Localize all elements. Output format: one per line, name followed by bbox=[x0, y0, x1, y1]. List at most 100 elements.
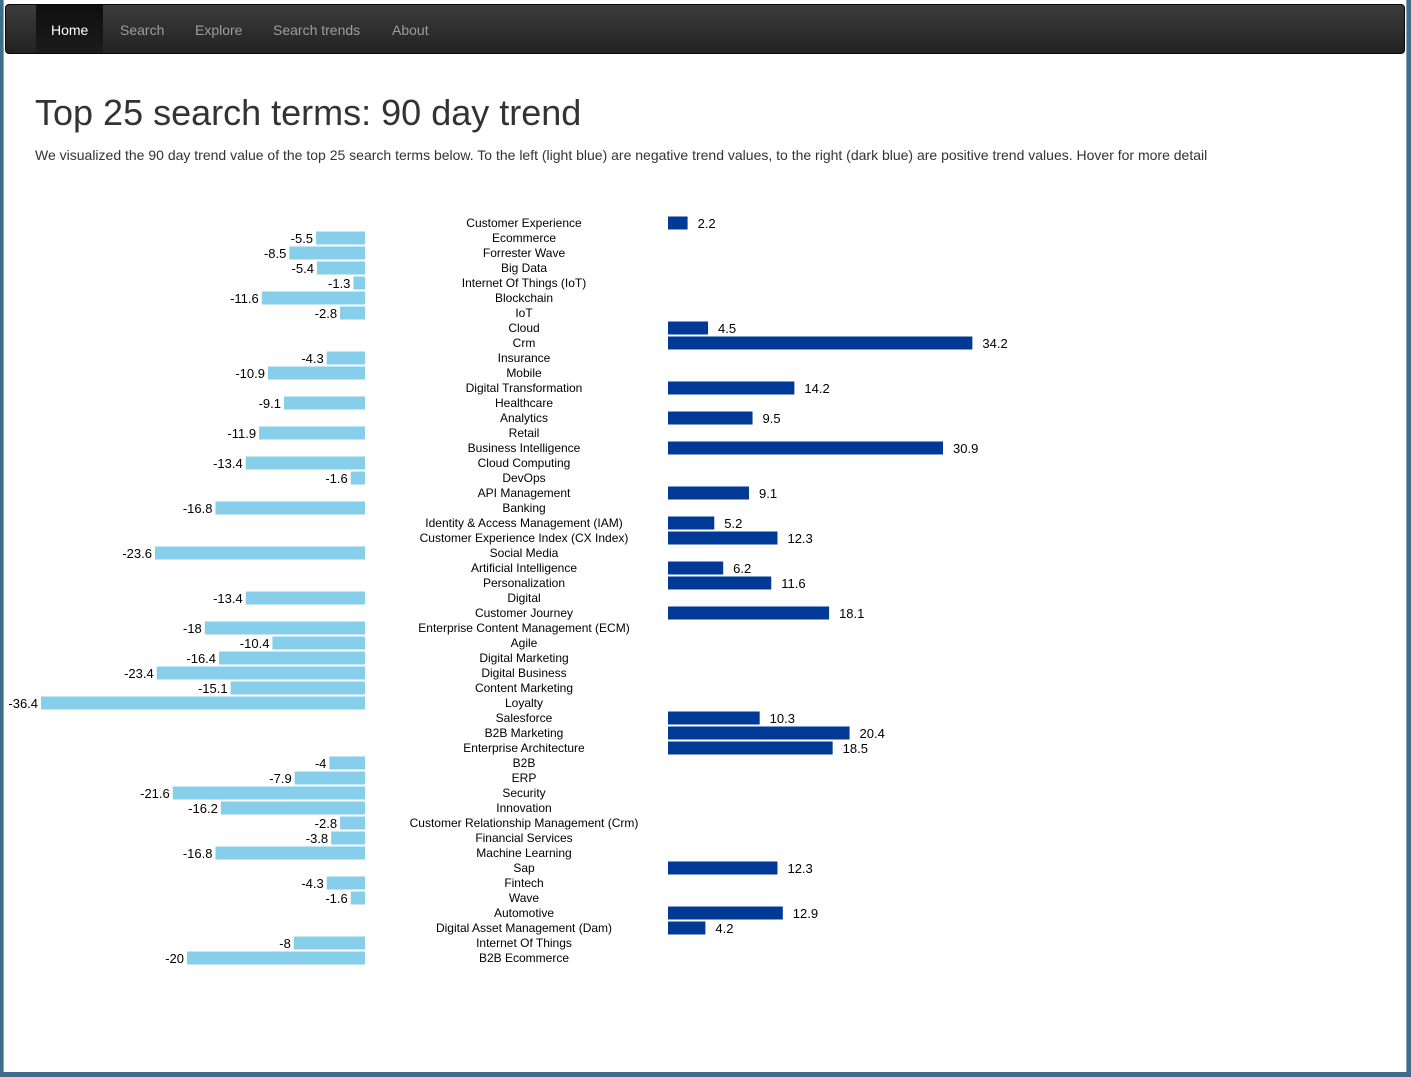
negative-bar[interactable] bbox=[353, 276, 365, 290]
positive-bar[interactable] bbox=[668, 216, 688, 230]
category-label: Cloud bbox=[508, 321, 539, 335]
category-label: Internet Of Things bbox=[476, 936, 572, 950]
negative-bar[interactable] bbox=[215, 501, 365, 515]
negative-bar[interactable] bbox=[272, 636, 365, 650]
positive-bar[interactable] bbox=[668, 561, 724, 575]
positive-bar[interactable] bbox=[668, 576, 772, 590]
positive-value-label: 2.2 bbox=[698, 216, 716, 231]
category-label: Digital bbox=[507, 591, 540, 605]
category-label: Mobile bbox=[506, 366, 542, 380]
negative-bar[interactable] bbox=[154, 546, 365, 560]
negative-bar[interactable] bbox=[294, 771, 365, 785]
negative-bar[interactable] bbox=[350, 471, 365, 485]
category-label: Digital Business bbox=[481, 666, 566, 680]
negative-bar[interactable] bbox=[230, 681, 365, 695]
category-label: Fintech bbox=[504, 876, 543, 890]
positive-bar[interactable] bbox=[668, 516, 715, 530]
category-label: Agile bbox=[511, 636, 538, 650]
nav-search[interactable]: Search bbox=[120, 22, 165, 38]
category-label: Content Marketing bbox=[475, 681, 573, 695]
negative-bar[interactable] bbox=[326, 351, 365, 365]
positive-value-label: 18.1 bbox=[839, 606, 864, 621]
negative-bar[interactable] bbox=[267, 366, 365, 380]
nav-search-trends[interactable]: Search trends bbox=[273, 22, 361, 38]
category-label: Social Media bbox=[490, 546, 559, 560]
positive-bar[interactable] bbox=[668, 726, 850, 740]
nav-explore[interactable]: Explore bbox=[195, 22, 243, 38]
negative-value-label: -13.4 bbox=[213, 456, 243, 471]
positive-value-label: 11.6 bbox=[781, 576, 805, 591]
positive-bar[interactable] bbox=[668, 486, 749, 500]
negative-bar[interactable] bbox=[187, 951, 365, 965]
negative-value-label: -2.8 bbox=[315, 306, 337, 321]
negative-value-label: -1.3 bbox=[328, 276, 350, 291]
negative-value-label: -4.3 bbox=[301, 876, 323, 891]
positive-bar[interactable] bbox=[668, 336, 973, 350]
negative-bar[interactable] bbox=[41, 696, 365, 710]
positive-bar[interactable] bbox=[668, 381, 795, 395]
negative-bar[interactable] bbox=[331, 831, 365, 845]
negative-bar[interactable] bbox=[293, 936, 365, 950]
negative-value-label: -4 bbox=[315, 756, 327, 771]
nav-home[interactable]: Home bbox=[36, 5, 104, 53]
positive-value-label: 30.9 bbox=[953, 441, 978, 456]
positive-bar[interactable] bbox=[668, 606, 830, 620]
positive-bar[interactable] bbox=[668, 411, 753, 425]
positive-bar[interactable] bbox=[668, 711, 760, 725]
negative-bar[interactable] bbox=[245, 591, 365, 605]
positive-bar[interactable] bbox=[668, 441, 944, 455]
nav-about[interactable]: About bbox=[392, 22, 429, 38]
category-label: Artificial Intelligence bbox=[471, 561, 577, 575]
negative-bar[interactable] bbox=[156, 666, 365, 680]
negative-value-label: -1.6 bbox=[325, 471, 347, 486]
negative-bar[interactable] bbox=[340, 816, 365, 830]
positive-bar[interactable] bbox=[668, 321, 709, 335]
category-label: B2B Ecommerce bbox=[479, 951, 569, 965]
category-label: Insurance bbox=[498, 351, 551, 365]
positive-bar[interactable] bbox=[668, 741, 833, 755]
positive-bar[interactable] bbox=[668, 531, 778, 545]
negative-bar[interactable] bbox=[289, 246, 365, 260]
category-label: Loyalty bbox=[505, 696, 543, 710]
negative-bar[interactable] bbox=[316, 261, 365, 275]
negative-bar[interactable] bbox=[329, 756, 365, 770]
negative-bar[interactable] bbox=[204, 621, 365, 635]
category-label: Big Data bbox=[501, 261, 547, 275]
positive-value-label: 18.5 bbox=[843, 741, 868, 756]
category-label: Identity & Access Management (IAM) bbox=[425, 516, 622, 530]
negative-bar[interactable] bbox=[316, 231, 365, 245]
category-label: Security bbox=[502, 786, 545, 800]
negative-bar[interactable] bbox=[326, 876, 365, 890]
positive-bar[interactable] bbox=[668, 906, 783, 920]
negative-bar[interactable] bbox=[215, 846, 365, 860]
positive-value-label: 12.9 bbox=[793, 906, 818, 921]
negative-value-label: -23.6 bbox=[122, 546, 152, 561]
positive-bar[interactable] bbox=[668, 861, 778, 875]
negative-bar[interactable] bbox=[172, 786, 365, 800]
negative-bar[interactable] bbox=[350, 891, 365, 905]
negative-bar[interactable] bbox=[284, 396, 365, 410]
negative-bar[interactable] bbox=[219, 651, 365, 665]
category-label: Customer Relationship Management (Crm) bbox=[410, 816, 639, 830]
negative-value-label: -16.2 bbox=[188, 801, 218, 816]
negative-bar[interactable] bbox=[245, 456, 365, 470]
category-label: Forrester Wave bbox=[483, 246, 566, 260]
category-label: Customer Experience Index (CX Index) bbox=[420, 531, 629, 545]
negative-value-label: -20 bbox=[165, 951, 184, 966]
category-label: Digital Asset Management (Dam) bbox=[436, 921, 612, 935]
negative-bar[interactable] bbox=[259, 426, 365, 440]
category-label: Analytics bbox=[500, 411, 548, 425]
negative-value-label: -9.1 bbox=[259, 396, 281, 411]
negative-value-label: -15.1 bbox=[198, 681, 228, 696]
negative-bar[interactable] bbox=[261, 291, 365, 305]
negative-bar[interactable] bbox=[220, 801, 365, 815]
category-label: Crm bbox=[513, 336, 536, 350]
page-description: We visualized the 90 day trend value of … bbox=[35, 147, 1208, 163]
category-label: Ecommerce bbox=[492, 231, 556, 245]
category-label: IoT bbox=[515, 306, 533, 320]
positive-bar[interactable] bbox=[668, 921, 706, 935]
negative-bar[interactable] bbox=[340, 306, 365, 320]
negative-value-label: -18 bbox=[183, 621, 202, 636]
negative-value-label: -4.3 bbox=[301, 351, 323, 366]
browser-window: Home Search Explore Search trends About … bbox=[3, 0, 1407, 1072]
